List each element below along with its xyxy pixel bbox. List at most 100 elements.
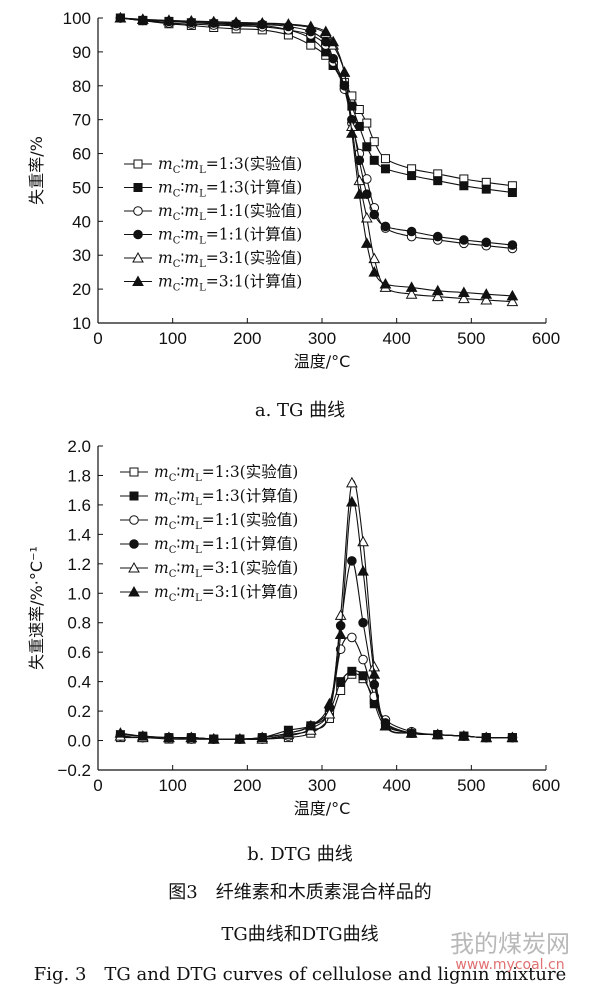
- chart1-y-tick-label-11: 2.0: [67, 437, 91, 456]
- chart0-series-1-point-16: [380, 164, 390, 174]
- chart1-series-4-point-12: [357, 535, 369, 547]
- chart0-series-3-point-18: [432, 231, 443, 242]
- chart1-y-tick-label-5: 0.8: [67, 614, 91, 633]
- chart0-series-5-point-0: [114, 11, 127, 23]
- chart0-series-5-point-10: [327, 35, 340, 47]
- chart0-series-3-point-16: [380, 221, 391, 232]
- chart1-x-tick-label-5: 500: [457, 776, 485, 795]
- dtg-chart: 0 100 200 300 400 500 600 −0.2 0.0 0.2 0.4 0.6 0.8 1.…: [27, 437, 560, 818]
- chart0-y-tick-label-4: 50: [72, 178, 91, 197]
- chart0-x-tick-label-6: 600: [532, 329, 560, 348]
- chart0-series-4-point-13: [353, 174, 366, 186]
- chart0-legend-marker-0-point-0: [133, 159, 143, 169]
- chart0-series-3-point-21: [507, 240, 518, 250]
- chart0-y-axis-label: 失重率/%: [27, 136, 46, 205]
- chart0-series-5-point-6: [256, 17, 269, 28]
- chart1-y-tick-label-1: 0.0: [67, 732, 91, 751]
- chart0-series-5-line: [120, 17, 513, 297]
- chart0-series-5-point-21: [506, 289, 519, 301]
- chart0-series-5-point-12: [346, 127, 358, 138]
- legend-label-chart0-3: mC∶mL=1:1(计算值): [158, 225, 302, 247]
- chart0-y-tick-label-1: 20: [72, 280, 91, 299]
- chart0-legend-marker-5-point-0: [132, 275, 144, 286]
- chart0-series-4-point-21: [506, 295, 519, 307]
- chart1-series-5-point-3: [185, 731, 198, 743]
- chart0-legend-marker-3-point-0: [133, 229, 143, 240]
- chart0-series-1-point-13: [354, 121, 364, 131]
- chart0-series-5-point-15: [368, 266, 381, 277]
- watermark-url: www.mycoal.cn: [455, 957, 564, 973]
- chart0-y-tick-label-9: 100: [63, 9, 91, 28]
- chart0-series-5-point-17: [405, 281, 418, 292]
- chart1-series-5-point-4: [207, 733, 220, 744]
- chart1-legend-marker-5-point-0: [128, 585, 140, 597]
- chart1-legend: mC∶mL=1:3(实验值)mC∶mL=1:3(计算值) mC∶mL=1:1(实验…: [120, 463, 298, 604]
- chart1-x-tick-label-1: 100: [158, 776, 186, 795]
- chart0-series-0-point-14: [362, 118, 372, 128]
- chart1-series-5-point-13: [368, 668, 381, 679]
- chart1-x-axis-label: 温度/°C: [294, 799, 351, 818]
- chart0-series-4-point-20: [480, 293, 493, 305]
- chart1-series-5-point-17: [458, 730, 470, 741]
- chart0-series-5-point-18: [431, 284, 444, 296]
- chart0-series-3-point-19: [459, 235, 469, 245]
- chart1-series-5-point-15: [405, 727, 418, 738]
- chart0-series-4-point-17: [405, 288, 418, 299]
- chart1-legend-marker-3-point-0: [129, 539, 139, 549]
- chart0-series-1-point-19: [459, 181, 469, 191]
- chart1-series-1-point-11: [347, 666, 357, 676]
- chart1-series-5-point-1: [136, 730, 149, 741]
- chart0-series-0-point-16: [380, 154, 390, 164]
- legend-label-chart1-4: mC∶mL=3:1(实验值): [154, 559, 298, 580]
- chart0-y-tick-label-8: 90: [72, 43, 91, 62]
- chart1-series-5-point-2: [163, 731, 175, 743]
- chart1-series-1-point-12: [358, 671, 368, 681]
- legend-label-chart0-5: mC∶mL=3:1(计算值): [158, 272, 302, 294]
- chart1-x-tick-label-2: 200: [233, 776, 261, 795]
- chart1-y-axis-label: 失重速率/%·°C⁻¹: [27, 546, 46, 670]
- chart0-series-0-point-15: [369, 137, 379, 147]
- chart0-series-5-point-9: [319, 25, 332, 37]
- chart0-series-5-point-8: [304, 20, 317, 31]
- chart0-series-2-point-14: [362, 174, 372, 184]
- chart0-legend-marker-4-point-0: [132, 251, 144, 263]
- chart1-series-0: [115, 669, 517, 744]
- chart1-y-tick-label-6: 1.0: [67, 584, 91, 603]
- chart1-series-5-point-12: [357, 565, 369, 576]
- chart0-series-1-point-20: [481, 184, 491, 194]
- chart1-series-3-point-12: [358, 617, 368, 628]
- chart1-y-tick-label-9: 1.6: [67, 496, 91, 515]
- legend-label-chart1-0: mC∶mL=1:3(实验值): [154, 463, 298, 484]
- chart0-series-5-point-14: [360, 237, 373, 248]
- chart1-series-5-point-18: [480, 731, 493, 743]
- chart1-x-tick-label-6: 600: [532, 776, 560, 795]
- chart1-x-tick-label-4: 400: [382, 776, 410, 795]
- chart0-series-4-point-14: [360, 211, 373, 223]
- chart0-series-4-point-19: [458, 292, 470, 304]
- chart1-series-4-point-11: [346, 476, 358, 488]
- chart0-series-5-point-4: [207, 15, 220, 27]
- chart1-series-1: [115, 666, 517, 744]
- chart0-series-1-point-15: [369, 155, 379, 165]
- watermark: 我的煤炭网 www.mycoal.cn: [450, 930, 570, 973]
- chart1-series-5-point-7: [282, 727, 295, 738]
- chart1-series-5-point-6: [256, 731, 269, 743]
- chart0-legend-marker-2-point-0: [133, 206, 143, 216]
- chart0-series-2-line: [120, 17, 513, 249]
- chart1-series-5-point-8: [304, 719, 317, 731]
- legend-label-chart1-5: mC∶mL=3:1(计算值): [154, 582, 298, 604]
- chart0-series-5-point-11: [338, 66, 351, 77]
- chart1-legend-marker-1-point-0: [129, 491, 139, 501]
- chart1-series-3-point-11: [347, 556, 357, 566]
- chart0-x-axis-label: 温度/°C: [294, 352, 351, 371]
- tg-chart: 0 100 200 300 400 500 600 10 20 30 40 50 60 70 80 90 100…: [27, 9, 560, 371]
- chart0-series-3-line: [120, 17, 513, 246]
- chart1-series-0-point-10: [336, 685, 346, 695]
- chart1-legend-marker-4-point-0: [128, 561, 140, 573]
- legend-label-chart1-3: mC∶mL=1:1(计算值): [154, 534, 298, 556]
- chart0-series-5-point-3: [185, 15, 198, 26]
- chart0-series-5: [114, 11, 519, 301]
- caption-cn-line2: TG曲线和DTG曲线: [221, 924, 378, 945]
- chart1-series-5-point-9: [323, 697, 336, 709]
